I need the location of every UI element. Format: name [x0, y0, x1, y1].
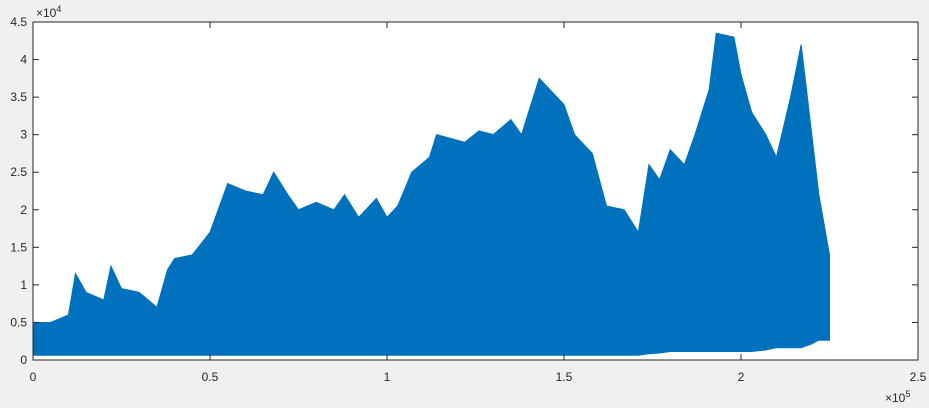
y-tick-label: 4	[20, 53, 27, 67]
y-tick-label: 1.5	[10, 240, 27, 254]
x-tick-label: 2	[738, 370, 745, 384]
x-tick-label: 2.5	[910, 370, 927, 384]
lower-envelope	[32, 340, 830, 361]
upper-envelope	[32, 32, 830, 361]
x-exponent: ×105	[885, 389, 910, 405]
axes-box	[32, 21, 919, 361]
x-tick-label: 1.5	[556, 370, 573, 384]
x-tick-label: 0	[30, 370, 37, 384]
x-tick-label: 0.5	[202, 370, 219, 384]
y-tick-label: 4.5	[10, 15, 27, 29]
x-tick-label: 1	[384, 370, 391, 384]
y-tick-label: 3.5	[10, 90, 27, 104]
y-tick-label: 0.5	[10, 315, 27, 329]
y-tick-label: 0	[20, 353, 27, 367]
y-tick-label: 3	[20, 128, 27, 142]
y-exponent: ×104	[36, 4, 61, 20]
y-tick-label: 1	[20, 278, 27, 292]
y-tick-label: 2	[20, 203, 27, 217]
y-tick-label: 2.5	[10, 165, 27, 179]
